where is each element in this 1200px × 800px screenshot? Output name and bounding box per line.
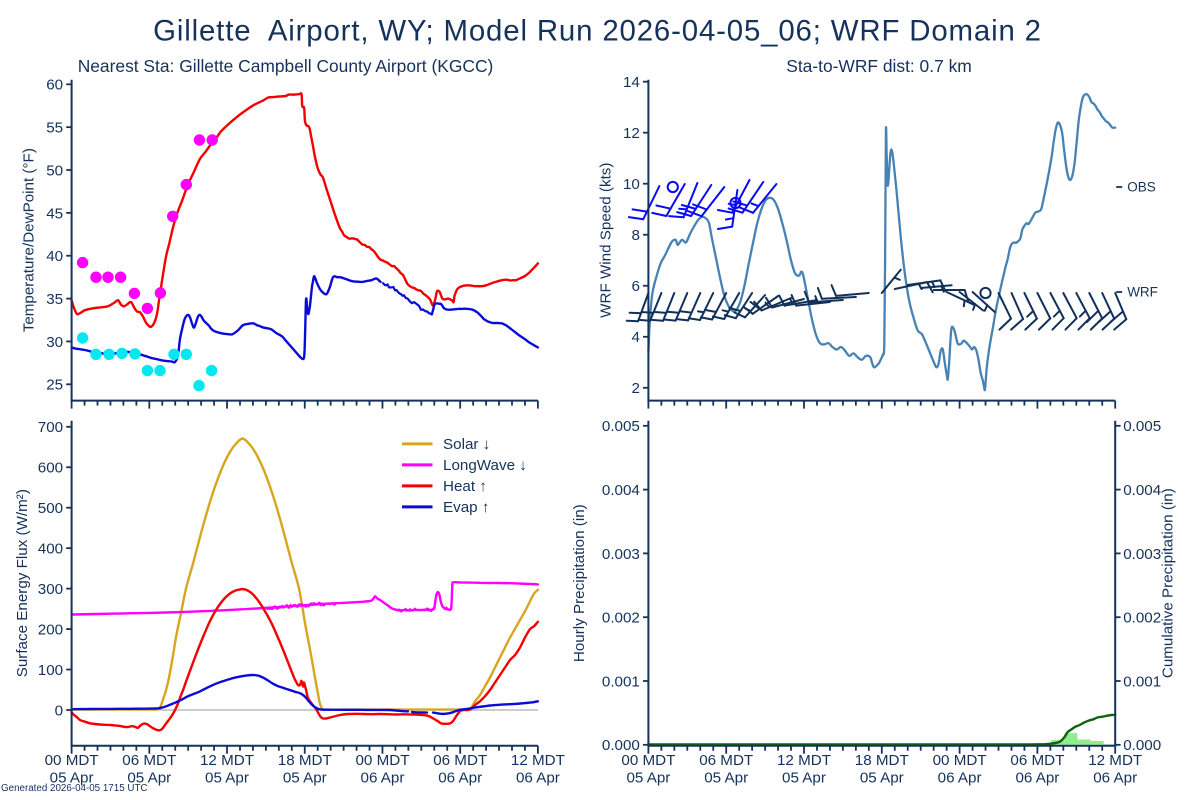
- svg-text:0.005: 0.005: [602, 418, 640, 435]
- svg-text:100: 100: [38, 662, 63, 679]
- svg-text:600: 600: [38, 460, 63, 477]
- svg-text:LongWave ↓: LongWave ↓: [443, 457, 527, 474]
- svg-text:06 Apr: 06 Apr: [361, 769, 405, 786]
- svg-text:06 MDT: 06 MDT: [1010, 752, 1064, 769]
- svg-text:60: 60: [46, 77, 63, 94]
- svg-text:500: 500: [38, 500, 63, 517]
- svg-text:50: 50: [46, 162, 63, 179]
- svg-text:4: 4: [631, 329, 639, 346]
- svg-text:00 MDT: 00 MDT: [933, 752, 987, 769]
- svg-text:Surface Energy Flux (W/m²): Surface Energy Flux (W/m²): [14, 489, 31, 677]
- svg-text:Solar ↓: Solar ↓: [443, 436, 490, 453]
- svg-text:30: 30: [46, 334, 63, 351]
- svg-text:200: 200: [38, 622, 63, 639]
- svg-text:05 Apr: 05 Apr: [127, 769, 171, 786]
- svg-text:06 Apr: 06 Apr: [1093, 769, 1137, 786]
- svg-text:12: 12: [623, 125, 640, 142]
- svg-text:06 Apr: 06 Apr: [938, 769, 982, 786]
- svg-text:05 Apr: 05 Apr: [704, 769, 748, 786]
- svg-text:0.005: 0.005: [1123, 418, 1161, 435]
- svg-text:06 Apr: 06 Apr: [516, 769, 560, 786]
- svg-text:0.004: 0.004: [1123, 482, 1161, 499]
- svg-text:0.003: 0.003: [602, 546, 640, 563]
- svg-text:45: 45: [46, 205, 63, 222]
- svg-text:Generated 2026-04-05 1715 UTC: Generated 2026-04-05 1715 UTC: [1, 783, 148, 794]
- svg-text:18 MDT: 18 MDT: [278, 752, 332, 769]
- svg-text:00 MDT: 00 MDT: [355, 752, 409, 769]
- svg-text:Gillette Airport, WY; Model R: Gillette Airport, WY; Model Run 2026-04-…: [153, 14, 1042, 47]
- svg-text:0.000: 0.000: [602, 737, 640, 754]
- svg-text:40: 40: [46, 248, 63, 265]
- svg-text:6: 6: [631, 278, 639, 295]
- svg-text:Hourly Precipitation (in): Hourly Precipitation (in): [571, 504, 588, 662]
- svg-text:0: 0: [55, 702, 63, 719]
- svg-text:00 MDT: 00 MDT: [45, 752, 99, 769]
- svg-text:WRF: WRF: [1127, 285, 1158, 300]
- svg-text:400: 400: [38, 541, 63, 558]
- svg-text:05 Apr: 05 Apr: [782, 769, 826, 786]
- svg-text:25: 25: [46, 377, 63, 394]
- svg-text:06 MDT: 06 MDT: [122, 752, 176, 769]
- svg-text:12 MDT: 12 MDT: [511, 752, 565, 769]
- svg-text:2: 2: [631, 380, 639, 397]
- svg-text:Sta-to-WRF dist: 0.7 km: Sta-to-WRF dist: 0.7 km: [786, 56, 972, 76]
- svg-text:05 Apr: 05 Apr: [860, 769, 904, 786]
- svg-text:Nearest Sta: Gillette Campbell: Nearest Sta: Gillette Campbell County Ai…: [78, 56, 494, 76]
- svg-text:Cumulative Precipitation (in): Cumulative Precipitation (in): [1160, 488, 1177, 678]
- svg-text:Temperature/DewPoint (°F): Temperature/DewPoint (°F): [21, 148, 38, 332]
- svg-text:12 MDT: 12 MDT: [200, 752, 254, 769]
- svg-text:OBS: OBS: [1127, 180, 1156, 195]
- svg-text:05 Apr: 05 Apr: [50, 769, 94, 786]
- svg-text:35: 35: [46, 291, 63, 308]
- svg-text:55: 55: [46, 120, 63, 137]
- svg-text:00 MDT: 00 MDT: [621, 752, 675, 769]
- svg-text:06 Apr: 06 Apr: [438, 769, 482, 786]
- svg-text:Heat ↑: Heat ↑: [443, 478, 487, 495]
- svg-text:0.002: 0.002: [1123, 610, 1161, 627]
- svg-text:05 Apr: 05 Apr: [626, 769, 670, 786]
- svg-text:Evap ↑: Evap ↑: [443, 499, 489, 516]
- svg-text:06 Apr: 06 Apr: [1015, 769, 1059, 786]
- svg-text:05 Apr: 05 Apr: [283, 769, 327, 786]
- svg-text:18 MDT: 18 MDT: [855, 752, 909, 769]
- svg-text:14: 14: [623, 74, 640, 91]
- svg-text:8: 8: [631, 227, 639, 244]
- svg-text:12 MDT: 12 MDT: [1088, 752, 1142, 769]
- svg-text:0.002: 0.002: [602, 610, 640, 627]
- svg-text:WRF Wind Speed (kts): WRF Wind Speed (kts): [598, 163, 615, 318]
- svg-text:0.003: 0.003: [1123, 546, 1161, 563]
- svg-text:0.001: 0.001: [602, 673, 640, 690]
- svg-text:06 MDT: 06 MDT: [699, 752, 753, 769]
- svg-text:0.004: 0.004: [602, 482, 640, 499]
- svg-text:300: 300: [38, 581, 63, 598]
- svg-text:05 Apr: 05 Apr: [205, 769, 249, 786]
- svg-text:12 MDT: 12 MDT: [777, 752, 831, 769]
- svg-text:0.001: 0.001: [1123, 673, 1161, 690]
- svg-text:06 MDT: 06 MDT: [433, 752, 487, 769]
- svg-text:0.000: 0.000: [1123, 737, 1161, 754]
- svg-text:10: 10: [623, 176, 640, 193]
- svg-text:700: 700: [38, 419, 63, 436]
